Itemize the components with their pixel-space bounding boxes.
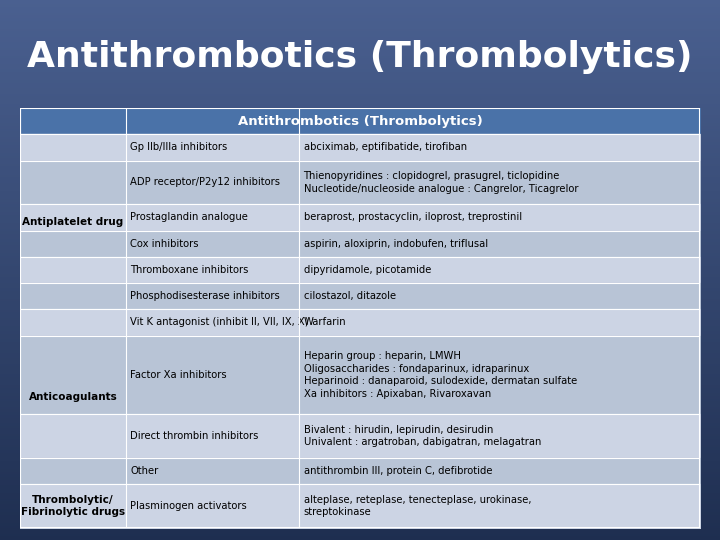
Text: Thrombolytic/
Fibrinolytic drugs: Thrombolytic/ Fibrinolytic drugs (21, 495, 125, 517)
Text: antithrombin III, protein C, defibrotide: antithrombin III, protein C, defibrotide (304, 466, 492, 476)
Text: Phosphodisesterase inhibitors: Phosphodisesterase inhibitors (130, 291, 280, 301)
Text: Antithrombotics (Thrombolytics): Antithrombotics (Thrombolytics) (238, 114, 482, 127)
Text: Gp IIb/IIIa inhibitors: Gp IIb/IIIa inhibitors (130, 143, 228, 152)
Text: alteplase, reteplase, tenecteplase, urokinase,
streptokinase: alteplase, reteplase, tenecteplase, urok… (304, 495, 531, 517)
Text: beraprost, prostacyclin, iloprost, treprostinil: beraprost, prostacyclin, iloprost, trepr… (304, 212, 522, 222)
Text: Vit K antagonist (inhibit II, VII, IX, X): Vit K antagonist (inhibit II, VII, IX, X… (130, 318, 309, 327)
Text: Factor Xa inhibitors: Factor Xa inhibitors (130, 370, 227, 380)
Text: Thienopyridines : clopidogrel, prasugrel, ticlopidine
Nucleotide/nucleoside anal: Thienopyridines : clopidogrel, prasugrel… (304, 171, 578, 194)
Text: Other: Other (130, 466, 158, 476)
Text: Cox inhibitors: Cox inhibitors (130, 239, 199, 248)
Text: Thromboxane inhibitors: Thromboxane inhibitors (130, 265, 248, 275)
Text: abciximab, eptifibatide, tirofiban: abciximab, eptifibatide, tirofiban (304, 143, 467, 152)
Text: Bivalent : hirudin, lepirudin, desirudin
Univalent : argatroban, dabigatran, mel: Bivalent : hirudin, lepirudin, desirudin… (304, 425, 541, 448)
Text: aspirin, aloxiprin, indobufen, triflusal: aspirin, aloxiprin, indobufen, triflusal (304, 239, 487, 248)
Text: ADP receptor/P2y12 inhibitors: ADP receptor/P2y12 inhibitors (130, 178, 280, 187)
Text: Antithrombotics (Thrombolytics): Antithrombotics (Thrombolytics) (27, 40, 693, 73)
Text: cilostazol, ditazole: cilostazol, ditazole (304, 291, 396, 301)
Text: Prostaglandin analogue: Prostaglandin analogue (130, 212, 248, 222)
Text: Heparin group : heparin, LMWH
Oligosaccharides : fondaparinux, idraparinux
Hepar: Heparin group : heparin, LMWH Oligosacch… (304, 352, 577, 399)
Text: Plasminogen activators: Plasminogen activators (130, 501, 247, 511)
Text: Warfarin: Warfarin (304, 318, 346, 327)
Text: Anticoagulants: Anticoagulants (29, 392, 117, 402)
Text: dipyridamole, picotamide: dipyridamole, picotamide (304, 265, 431, 275)
Text: Antiplatelet drug: Antiplatelet drug (22, 217, 123, 227)
Text: Direct thrombin inhibitors: Direct thrombin inhibitors (130, 431, 258, 441)
